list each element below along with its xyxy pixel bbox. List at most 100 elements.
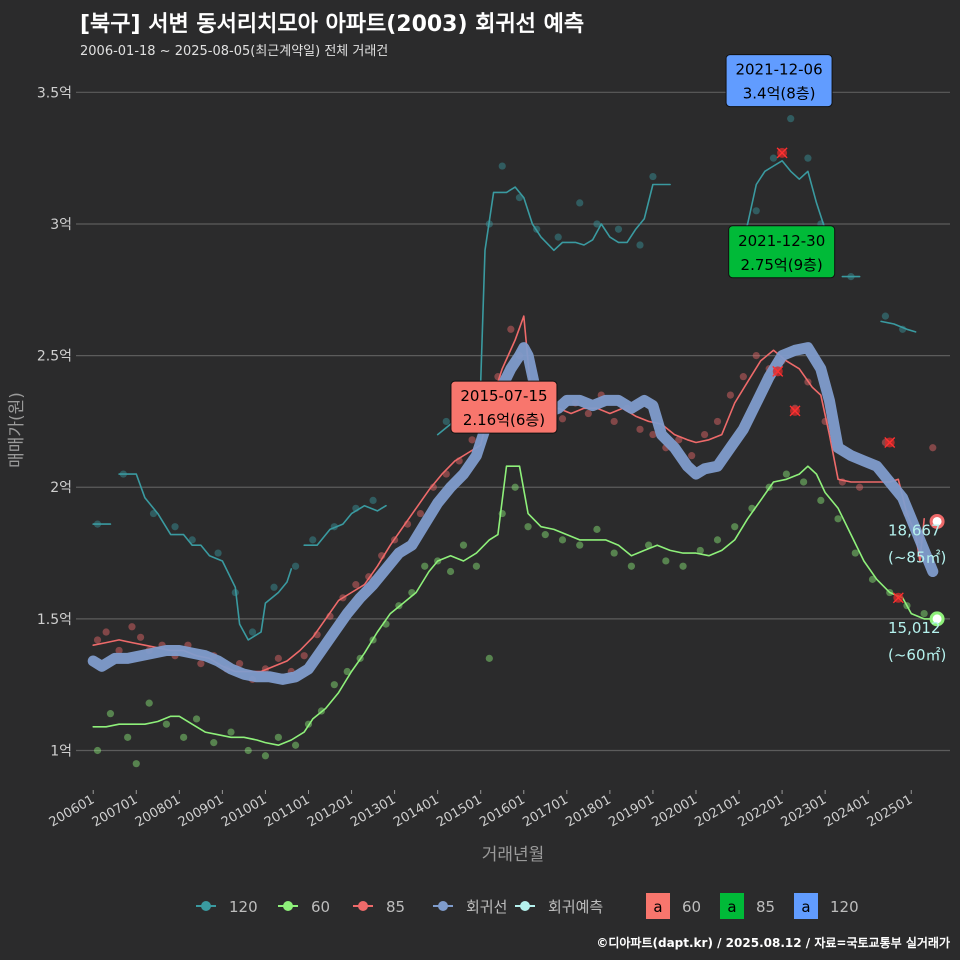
forecast-point bbox=[929, 513, 945, 529]
x-tick-label: 202001 bbox=[649, 792, 699, 830]
data-point-60 bbox=[274, 733, 282, 741]
data-point-85 bbox=[352, 581, 360, 589]
legend-box-swatch bbox=[794, 893, 818, 919]
data-point-60 bbox=[162, 720, 171, 728]
annotation-box bbox=[450, 380, 558, 434]
y-tick-label: 3억 bbox=[50, 217, 72, 233]
annotation-value: 2.16억(6층) bbox=[463, 411, 545, 429]
legend-box-glyph: a bbox=[653, 898, 662, 916]
data-point-85 bbox=[197, 660, 205, 668]
legend-label: 120 bbox=[229, 898, 258, 916]
data-point-120 bbox=[636, 241, 644, 249]
data-point-60 bbox=[679, 562, 687, 570]
chart-title: [북구] 서변 동서리치모아 아파트(2003) 회귀선 예측 bbox=[80, 12, 585, 37]
data-point-120 bbox=[369, 496, 377, 504]
data-point-60 bbox=[291, 741, 300, 749]
x-tick-label: 202401 bbox=[822, 792, 872, 830]
highlight-x-marker bbox=[776, 147, 788, 159]
highlight-x-marker bbox=[892, 592, 904, 604]
x-axis-title: 거래년월 bbox=[482, 845, 545, 865]
legend-box-glyph: a bbox=[801, 898, 810, 916]
forecast-unit-label: (~85㎡) bbox=[888, 548, 946, 566]
annotation-value: 2.75억(9층) bbox=[741, 256, 823, 274]
chart-subtitle: 2006-01-18 ~ 2025-08-05(최근계약일) 전체 거래건 bbox=[80, 44, 389, 59]
y-tick-label: 1억 bbox=[50, 744, 72, 760]
y-tick-label: 2.5억 bbox=[37, 349, 72, 365]
data-point-60 bbox=[446, 567, 455, 576]
data-point-60 bbox=[343, 667, 351, 676]
data-point-60 bbox=[541, 531, 549, 539]
data-point-120 bbox=[752, 207, 760, 215]
data-point-85 bbox=[300, 652, 308, 660]
data-point-85 bbox=[649, 430, 657, 439]
forecast-unit-label: (~60㎡) bbox=[888, 646, 946, 664]
data-point-85 bbox=[726, 391, 735, 399]
data-point-60 bbox=[180, 733, 188, 741]
annotation-date: 2021-12-06 bbox=[735, 61, 822, 79]
series-line-120 bbox=[880, 320, 917, 333]
series-line-120 bbox=[479, 183, 671, 383]
x-tick-label: 200901 bbox=[176, 792, 226, 830]
y-tick-label: 3.5억 bbox=[37, 85, 72, 101]
data-point-120 bbox=[649, 172, 657, 181]
x-tick-label: 201101 bbox=[262, 792, 312, 830]
data-point-85 bbox=[929, 444, 937, 452]
x-tick-label: 200701 bbox=[90, 792, 140, 830]
data-point-60 bbox=[511, 483, 519, 491]
forecast-value-label: 15,012 bbox=[888, 619, 941, 637]
y-tick-label: 2억 bbox=[50, 480, 72, 496]
data-point-85 bbox=[636, 425, 644, 433]
data-point-85 bbox=[115, 646, 123, 655]
data-point-60 bbox=[696, 546, 704, 555]
data-point-120 bbox=[769, 154, 778, 162]
data-point-60 bbox=[868, 575, 877, 583]
x-tick-label: 201001 bbox=[219, 792, 269, 830]
data-point-60 bbox=[782, 470, 790, 478]
x-tick-label: 200601 bbox=[47, 792, 97, 830]
x-tick-label: 202301 bbox=[779, 792, 829, 830]
data-point-60 bbox=[593, 525, 601, 533]
data-point-85 bbox=[416, 509, 425, 518]
data-point-60 bbox=[261, 752, 270, 760]
data-point-120 bbox=[554, 233, 562, 241]
legend-label: 회귀선 bbox=[466, 898, 507, 916]
data-point-120 bbox=[188, 536, 196, 544]
highlight-x-marker bbox=[772, 365, 784, 377]
legend-box-swatch bbox=[720, 893, 744, 919]
data-point-120 bbox=[787, 115, 795, 123]
data-point-60 bbox=[713, 536, 722, 544]
legend-point-swatch bbox=[520, 901, 530, 911]
data-point-60 bbox=[645, 541, 653, 549]
data-point-85 bbox=[739, 373, 747, 381]
data-point-120 bbox=[248, 628, 257, 636]
data-point-85 bbox=[675, 436, 683, 444]
x-tick-label: 201701 bbox=[520, 792, 570, 830]
data-point-120 bbox=[270, 583, 278, 591]
data-point-60 bbox=[834, 515, 842, 523]
data-point-60 bbox=[330, 681, 338, 689]
data-point-60 bbox=[627, 562, 635, 570]
legend-point-swatch bbox=[438, 901, 448, 911]
data-point-85 bbox=[700, 430, 709, 439]
highlight-x-marker bbox=[884, 436, 896, 448]
highlight-x-marker bbox=[789, 405, 801, 417]
legend-label: 85 bbox=[386, 898, 405, 916]
data-point-60 bbox=[731, 523, 739, 531]
annotation-date: 2021-12-30 bbox=[738, 232, 825, 250]
data-point-85 bbox=[274, 654, 282, 662]
legend-point-swatch bbox=[201, 901, 211, 911]
series-line-60 bbox=[92, 465, 934, 746]
data-point-60 bbox=[472, 562, 481, 570]
source-caption: ©디아파트(dapt.kr) / 2025.08.12 / 자료=국토교통부 실… bbox=[596, 936, 950, 950]
data-point-85 bbox=[102, 628, 110, 636]
data-point-60 bbox=[576, 541, 584, 549]
data-point-60 bbox=[421, 562, 429, 570]
regression-line bbox=[87, 342, 939, 685]
data-point-120 bbox=[576, 199, 584, 207]
data-point-60 bbox=[662, 557, 670, 565]
series-line-120 bbox=[303, 504, 387, 546]
data-point-120 bbox=[214, 549, 222, 557]
data-point-85 bbox=[468, 436, 476, 444]
data-point-120 bbox=[442, 417, 450, 426]
